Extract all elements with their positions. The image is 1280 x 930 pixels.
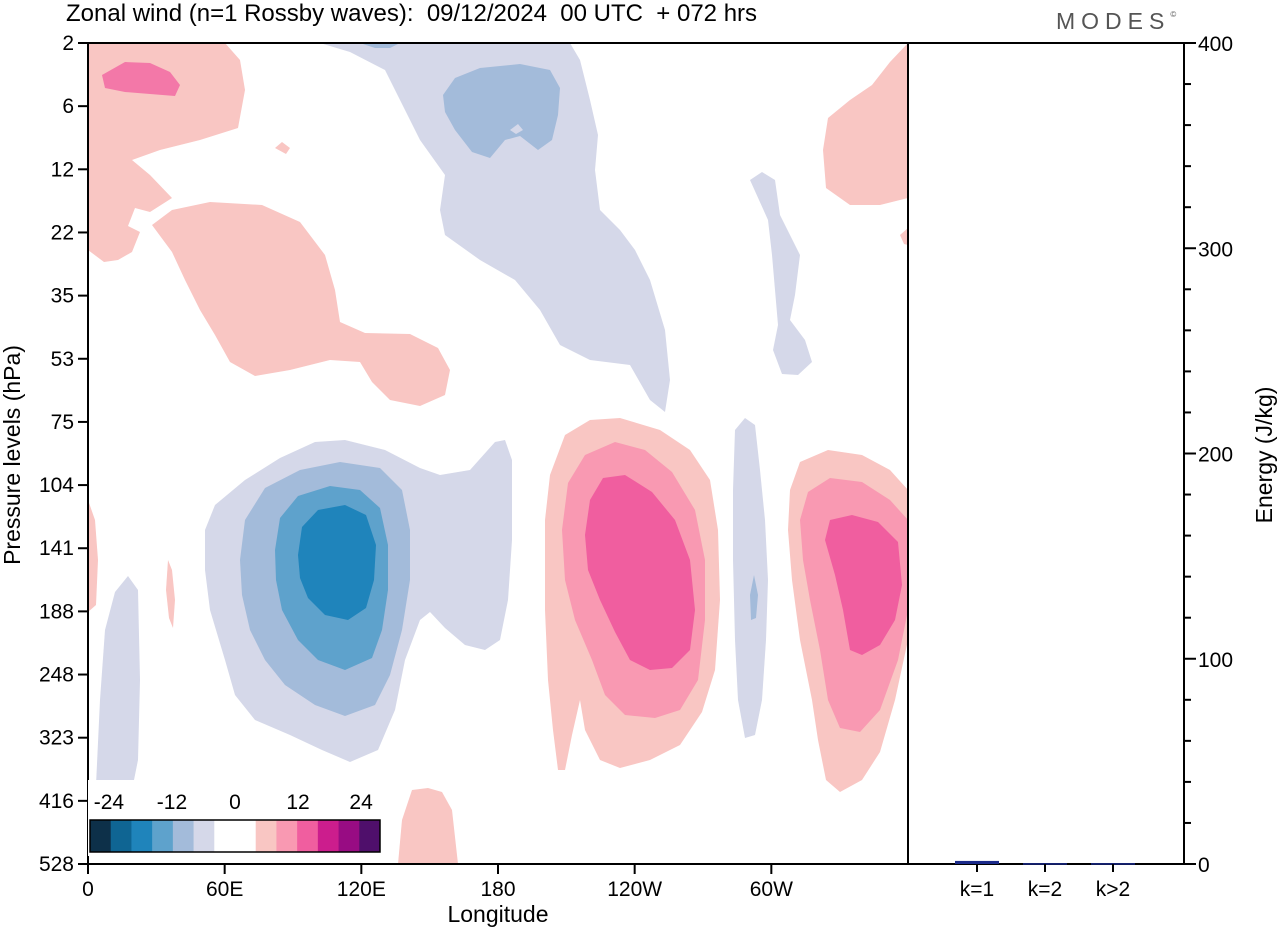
y-tick-label: 6 — [62, 95, 74, 118]
chart-title: Zonal wind (n=1 Rossby waves): 09/12/202… — [66, 0, 758, 27]
colorbar-tick-label: 12 — [286, 791, 309, 814]
energy-tick-label: 400 — [1198, 33, 1233, 56]
energy-tick-label: 200 — [1198, 444, 1233, 467]
x-axis: 0 60E 120E 180 120W 60W — [82, 864, 793, 901]
colorbar: -24 -12 0 12 24 — [88, 780, 382, 856]
y-tick-label: 323 — [39, 727, 74, 750]
colorbar-swatch — [235, 820, 257, 852]
logo-text: MODES — [1056, 8, 1171, 34]
contour-field — [88, 43, 908, 864]
y-tick-label: 141 — [39, 537, 74, 560]
contour-pink-dark-40W — [825, 515, 902, 655]
contour-blue-upper — [443, 64, 560, 158]
x-tick-label: 120W — [607, 878, 662, 901]
energy-axis-title: Energy (J/kg) — [1251, 387, 1277, 524]
colorbar-tick-label: -12 — [157, 791, 187, 814]
x-tick-label: 180 — [480, 878, 515, 901]
colorbar-tick-label: 24 — [349, 791, 373, 814]
contour-pink-small-vertical — [166, 560, 175, 628]
energy-category-label: k=1 — [960, 878, 994, 901]
modes-logo: MODES© — [1056, 8, 1176, 35]
energy-bar — [955, 860, 999, 864]
colorbar-frame — [89, 819, 381, 853]
colorbar-swatch — [297, 820, 319, 852]
contour-pink-right-edge — [900, 228, 908, 245]
contour-pink-upper-left — [88, 43, 245, 262]
contour-lavender-upper-right — [750, 172, 812, 375]
colorbar-tick-label: -24 — [94, 791, 125, 814]
colorbar-swatch — [317, 820, 340, 852]
y-tick-label: 528 — [39, 853, 74, 876]
y-tick-label: 416 — [39, 790, 74, 813]
contour-blue-sliver-60W — [750, 575, 758, 620]
colorbar-tick-label: 0 — [229, 791, 241, 814]
colorbar-swatch — [172, 820, 195, 852]
colorbar-swatch — [152, 820, 174, 852]
contour-lavender-low-left — [96, 576, 140, 808]
contour-pink-dark-120W — [585, 475, 695, 670]
y-tick-label: 2 — [62, 32, 74, 55]
x-tick-label: 0 — [82, 878, 94, 901]
colorbar-swatch — [255, 820, 277, 852]
contour-pink-bottom — [398, 788, 458, 864]
y-tick-label: 35 — [51, 285, 74, 308]
contour-pink-dark-upper-left — [102, 62, 180, 96]
colorbar-swatch — [193, 820, 215, 852]
x-tick-label: 120E — [337, 878, 386, 901]
contour-pink-mid-left — [152, 202, 450, 406]
y-axis-title: Pressure levels (hPa) — [0, 345, 25, 565]
energy-tick-label: 300 — [1198, 238, 1233, 261]
energy-category-label: k=2 — [1028, 878, 1062, 901]
contour-lavender-60W — [733, 418, 768, 738]
contour-pink-upper-right — [823, 43, 908, 205]
colorbar-swatch — [276, 820, 298, 852]
y-tick-label: 22 — [51, 221, 74, 244]
x-axis-title: Longitude — [447, 901, 548, 927]
colorbar-swatch — [131, 820, 153, 852]
energy-bars: k=1 k=2 k>2 — [955, 860, 1135, 901]
y-axis: 2 6 12 22 35 53 75 104 141 188 248 323 416 528 — [39, 32, 88, 876]
y-tick-label: 53 — [51, 348, 74, 371]
y-tick-label: 12 — [51, 158, 74, 181]
y-tick-label: 104 — [39, 474, 74, 497]
x-tick-label: 60E — [206, 878, 243, 901]
y-tick-label: 248 — [39, 664, 74, 687]
contour-blue-top-edge — [360, 43, 400, 48]
y-tick-label: 75 — [51, 411, 74, 434]
contour-pink-small-dot — [275, 142, 290, 154]
energy-tick-label: 100 — [1198, 649, 1233, 672]
colorbar-swatch — [359, 820, 381, 852]
colorbar-swatch — [110, 820, 132, 852]
copyright-mark: © — [1170, 10, 1177, 19]
colorbar-swatch — [214, 820, 236, 852]
colorbar-swatch — [338, 820, 360, 852]
energy-tick-label: 0 — [1198, 854, 1210, 877]
colorbar-swatch — [90, 820, 112, 852]
x-tick-label: 60W — [750, 878, 793, 901]
y-tick-label: 188 — [39, 600, 74, 623]
energy-bar — [1091, 863, 1135, 865]
contour-blue-dark-120E — [298, 505, 376, 620]
contour-lavender-upper — [320, 43, 670, 412]
contour-pink-small-left-edge — [88, 500, 98, 612]
energy-axis: 0 100 200 300 400 — [1184, 33, 1233, 877]
energy-bar — [1023, 863, 1067, 865]
contour-white-dot-upper — [510, 124, 523, 134]
energy-category-label: k>2 — [1096, 878, 1130, 901]
